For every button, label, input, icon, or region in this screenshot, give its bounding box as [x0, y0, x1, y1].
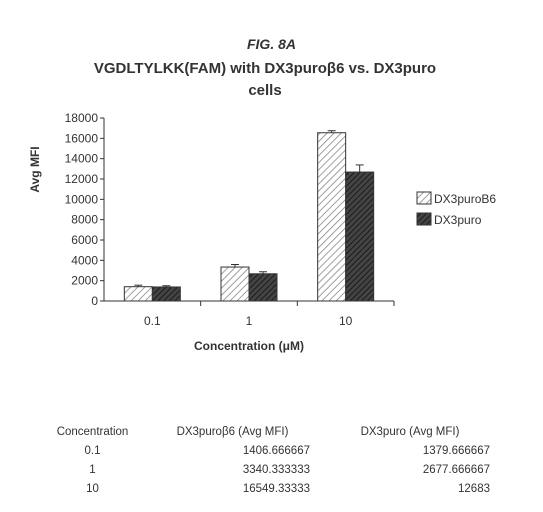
y-tick-label: 10000 — [65, 192, 99, 206]
table-cell: 10 — [30, 479, 155, 498]
table-cell: 16549.33333 — [155, 479, 310, 498]
bar-DX3puroB6 — [221, 267, 249, 301]
legend-swatch — [417, 192, 431, 204]
table-row: 10 16549.33333 12683 — [30, 479, 490, 498]
legend-label: DX3puroB6 — [434, 192, 496, 206]
table-header-concentration: Concentration — [30, 422, 155, 441]
y-tick-label: 18000 — [65, 111, 99, 125]
bar-DX3puroB6 — [318, 133, 346, 301]
x-tick-label: 10 — [339, 314, 353, 328]
y-tick-label: 12000 — [65, 172, 99, 186]
y-tick-label: 4000 — [71, 253, 98, 267]
y-tick-label: 14000 — [65, 152, 99, 166]
table-cell: 3340.333333 — [155, 460, 310, 479]
y-axis-label: Avg MFI — [28, 146, 42, 192]
x-axis-label: Concentration (μM) — [194, 339, 304, 353]
table-cell: 2677.666667 — [310, 460, 490, 479]
x-tick-label: 0.1 — [144, 314, 161, 328]
bar-chart: 0 2000 4000 6000 8000 10000 12000 14000 16000 180… — [0, 0, 543, 400]
table-cell: 1379.666667 — [310, 441, 490, 460]
table-cell: 1 — [30, 460, 155, 479]
table-row: 0.1 1406.666667 1379.666667 — [30, 441, 490, 460]
table-cell: 12683 — [310, 479, 490, 498]
table-cell: 1406.666667 — [155, 441, 310, 460]
y-tick-label: 8000 — [71, 213, 98, 227]
table-header-row: Concentration DX3puroβ6 (Avg MFI) DX3pur… — [30, 422, 490, 441]
y-tick-label: 6000 — [71, 233, 98, 247]
bar-DX3puroB6 — [124, 287, 152, 301]
table-row: 1 3340.333333 2677.666667 — [30, 460, 490, 479]
data-table: Concentration DX3puroβ6 (Avg MFI) DX3pur… — [30, 422, 490, 498]
table-header-dx3purob6: DX3puroβ6 (Avg MFI) — [155, 422, 310, 441]
legend-swatch — [417, 213, 431, 225]
y-tick-label: 2000 — [71, 274, 98, 288]
bar-DX3puro — [346, 172, 374, 301]
table-header-dx3puro: DX3puro (Avg MFI) — [310, 422, 490, 441]
y-tick-label: 16000 — [65, 131, 99, 145]
legend-label: DX3puro — [434, 213, 482, 227]
y-tick-label: 0 — [91, 294, 98, 308]
bar-DX3puro — [249, 274, 277, 301]
x-tick-label: 1 — [246, 314, 253, 328]
bar-DX3puro — [152, 287, 180, 301]
table-cell: 0.1 — [30, 441, 155, 460]
